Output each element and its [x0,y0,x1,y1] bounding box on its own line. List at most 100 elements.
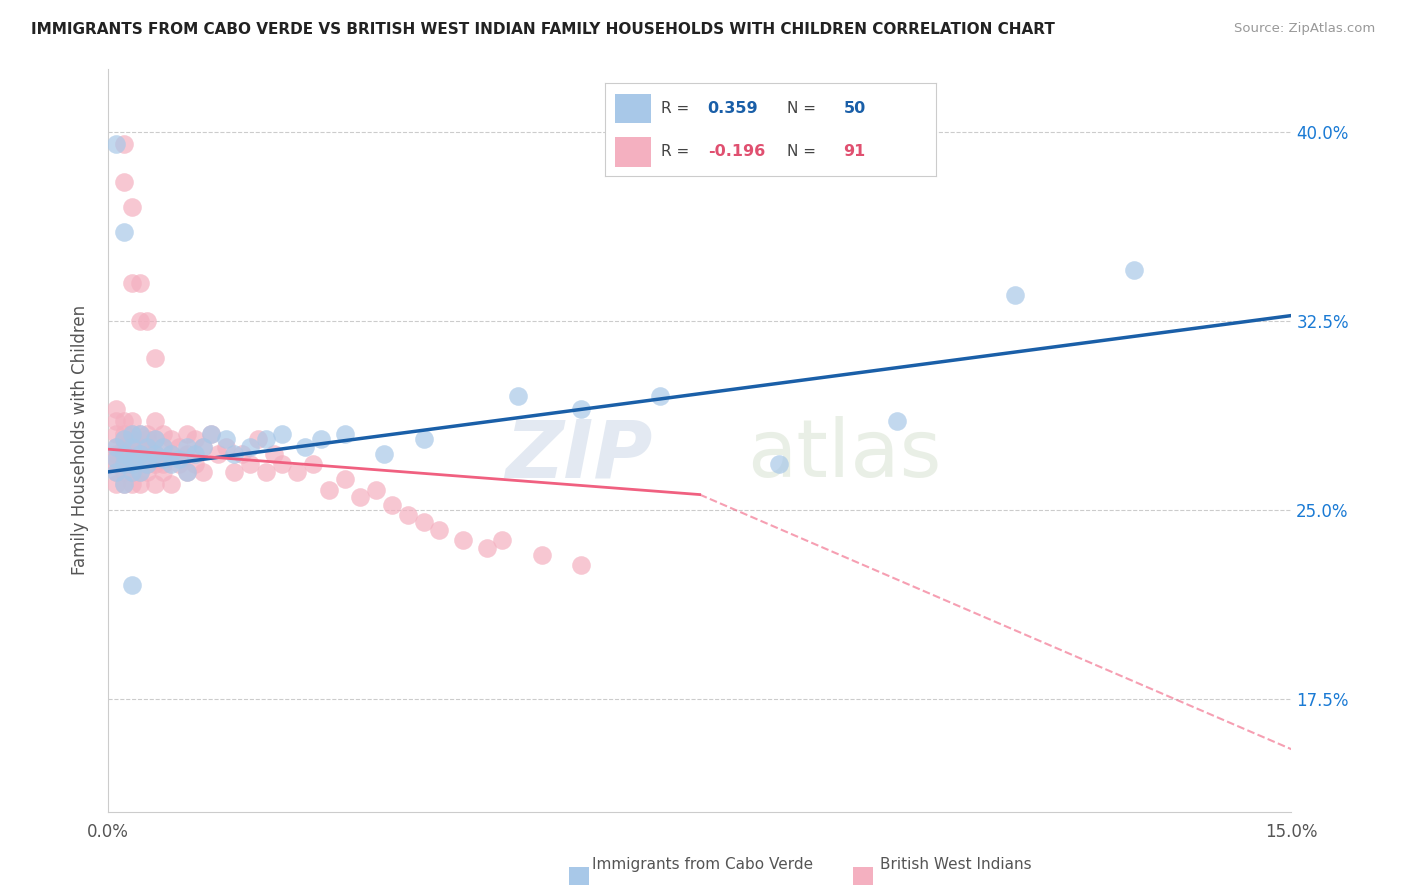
Point [143,414,166,428]
Point [143,447,166,461]
Point [104,137,127,152]
Point [176,427,198,442]
Point [475,541,498,555]
Point [104,465,127,479]
Point [121,447,143,461]
Point [104,440,127,454]
Point [309,432,332,446]
Point [112,432,135,446]
Point [112,175,135,189]
Point [246,432,269,446]
Point [136,465,159,479]
Point [112,414,135,428]
Point [1122,263,1144,277]
Point [121,465,143,479]
Point [128,465,150,479]
Point [1004,288,1026,302]
Point [112,432,135,446]
Point [143,458,166,472]
Point [191,440,214,454]
Point [121,452,143,467]
Text: IMMIGRANTS FROM CABO VERDE VS BRITISH WEST INDIAN FAMILY HOUSEHOLDS WITH CHILDRE: IMMIGRANTS FROM CABO VERDE VS BRITISH WE… [31,22,1054,37]
Point [121,477,143,491]
Point [128,465,150,479]
Point [176,465,198,479]
Point [152,440,174,454]
Text: British West Indians: British West Indians [880,857,1032,872]
Point [650,389,672,403]
Point [491,533,513,547]
Point [112,440,135,454]
Point [112,137,135,152]
Point [176,440,198,454]
Point [104,427,127,442]
Point [184,447,207,461]
Text: Immigrants from Cabo Verde: Immigrants from Cabo Verde [592,857,814,872]
Point [886,414,908,428]
Point [191,465,214,479]
Point [167,452,190,467]
Y-axis label: Family Households with Children: Family Households with Children [72,305,89,575]
Point [215,440,238,454]
Text: ZIP: ZIP [505,417,652,494]
Point [263,447,285,461]
Point [143,351,166,366]
Point [224,447,246,461]
Point [160,432,183,446]
Point [294,440,316,454]
Point [152,458,174,472]
Point [160,458,183,472]
Point [112,447,135,461]
Point [112,427,135,442]
Text: atlas: atlas [747,417,942,494]
Point [412,432,434,446]
Point [121,200,143,214]
Point [136,427,159,442]
Point [121,578,143,592]
Point [530,548,553,562]
Point [136,440,159,454]
Point [366,483,388,497]
Point [239,458,262,472]
Point [104,401,127,416]
Point [136,432,159,446]
Point [104,447,127,461]
Point [104,452,127,467]
Point [128,440,150,454]
Point [121,458,143,472]
Point [167,440,190,454]
Point [451,533,474,547]
Point [104,452,127,467]
Point [231,447,253,461]
Text: Source: ZipAtlas.com: Source: ZipAtlas.com [1234,22,1375,36]
Point [112,465,135,479]
Point [160,447,183,461]
Point [176,447,198,461]
Point [333,472,356,486]
Point [152,465,174,479]
Point [121,465,143,479]
Point [136,458,159,472]
Point [318,483,340,497]
Point [215,432,238,446]
Point [128,427,150,442]
Point [349,490,371,504]
Point [224,465,246,479]
Point [143,432,166,446]
Point [160,477,183,491]
Point [152,427,174,442]
Point [184,458,207,472]
Point [128,427,150,442]
Point [121,432,143,446]
Point [396,508,419,522]
Point [152,452,174,467]
Point [160,447,183,461]
Point [121,427,143,442]
Point [128,447,150,461]
Point [191,440,214,454]
Point [128,447,150,461]
Point [373,447,395,461]
Point [136,313,159,327]
Point [200,427,222,442]
Point [254,465,277,479]
